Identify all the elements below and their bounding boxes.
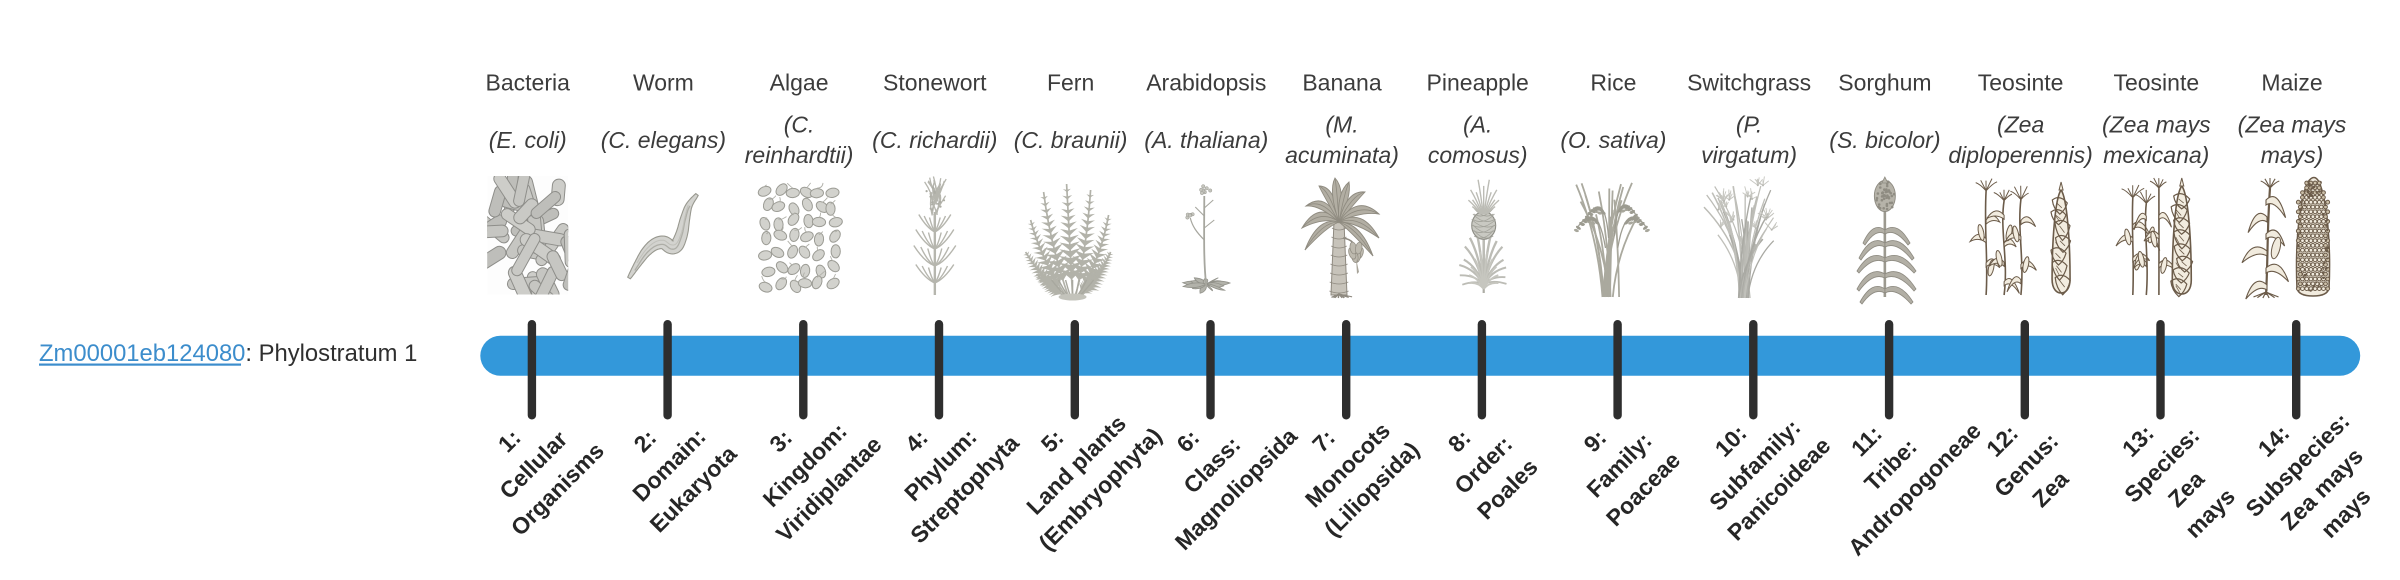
svg-text:Worm: Worm [633,70,694,96]
svg-text:mays): mays) [2261,142,2324,168]
svg-text:(C. richardii): (C. richardii) [872,127,997,153]
svg-text:(Zea: (Zea [1997,111,2044,137]
svg-text:virgatum): virgatum) [1701,142,1797,168]
svg-text:(C. braunii): (C. braunii) [1014,127,1128,153]
svg-text:Fern: Fern [1047,70,1094,96]
svg-text:comosus): comosus) [1428,142,1528,168]
svg-text:Zm00001eb124080: Phylostratum: Zm00001eb124080: Phylostratum 1 [39,340,417,367]
svg-text:(P.: (P. [1736,111,1762,137]
svg-text:(O. sativa): (O. sativa) [1560,127,1666,153]
svg-text:Switchgrass: Switchgrass [1687,70,1811,96]
svg-text:Teosinte: Teosinte [2113,70,2199,96]
svg-text:(A. thaliana): (A. thaliana) [1144,127,1268,153]
svg-text:Maize: Maize [2261,70,2322,96]
svg-text:diploperennis): diploperennis) [1948,142,2092,168]
svg-text:Rice: Rice [1590,70,1636,96]
svg-text:(Zea mays: (Zea mays [2102,111,2211,137]
svg-text:Sorghum: Sorghum [1838,70,1931,96]
svg-text:(M.: (M. [1325,111,1358,137]
svg-text:(A.: (A. [1463,111,1492,137]
svg-text:reinhardtii): reinhardtii) [745,142,854,168]
svg-text:Banana: Banana [1302,70,1382,96]
svg-text:Arabidopsis: Arabidopsis [1146,70,1266,96]
svg-text:(E. coli): (E. coli) [489,127,567,153]
svg-text:Bacteria: Bacteria [486,70,571,96]
svg-text:(Zea mays: (Zea mays [2238,111,2347,137]
svg-text:Stonewort: Stonewort [883,70,987,96]
svg-text:Algae: Algae [770,70,829,96]
svg-text:Teosinte: Teosinte [1978,70,2064,96]
svg-text:mexicana): mexicana) [2103,142,2209,168]
svg-text:(S. bicolor): (S. bicolor) [1829,127,1940,153]
svg-text:Pineapple: Pineapple [1427,70,1529,96]
svg-text:(C.: (C. [784,111,815,137]
svg-text:acuminata): acuminata) [1285,142,1399,168]
svg-text:(C. elegans): (C. elegans) [601,127,726,153]
